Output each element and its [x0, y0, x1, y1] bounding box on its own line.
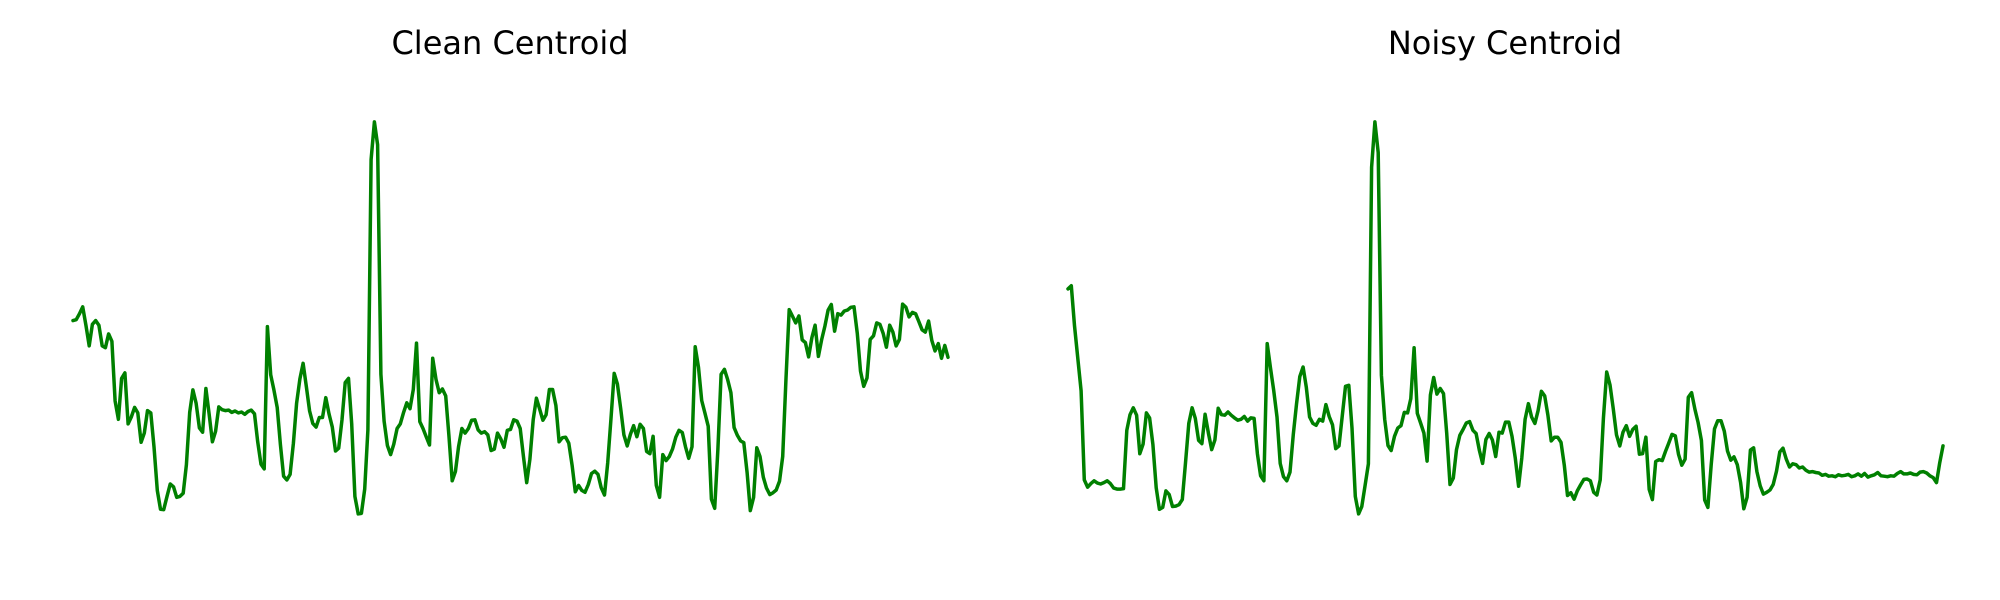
series-line [1066, 120, 1945, 516]
clean-centroid-panel: Clean Centroid [30, 0, 990, 600]
series-line [71, 120, 950, 516]
noisy-centroid-panel: Noisy Centroid [1025, 0, 1985, 600]
noisy-centroid-plot [1066, 120, 1945, 516]
clean-centroid-title: Clean Centroid [391, 24, 629, 62]
clean-centroid-plot [71, 120, 950, 516]
noisy-centroid-title: Noisy Centroid [1387, 24, 1623, 62]
